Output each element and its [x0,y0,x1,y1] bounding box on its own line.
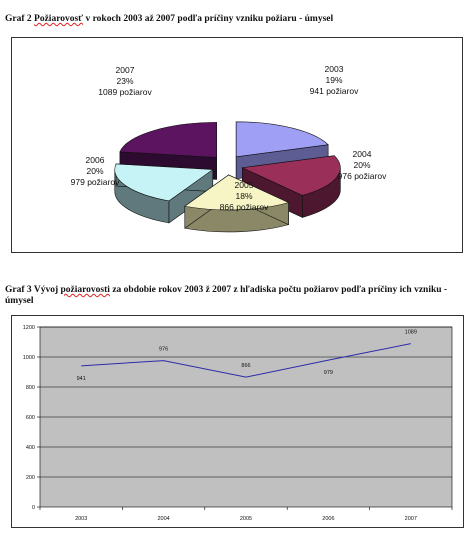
pie-label-2007-year: 2007 [116,65,135,75]
caption1-suffix: v rokoch 2003 až 2007 podľa príčiny vzni… [83,14,334,24]
pie-slice-2006 [114,163,214,202]
data-label-2005: 866 [241,363,250,369]
line-chart: 0 200 400 600 800 1000 1200 2003 2004 2005 2006 200… [23,325,453,522]
data-label-2003: 941 [77,376,86,382]
caption2-suffix: za obdobie rokov 2003 ž 2007 z hľadiska … [5,285,448,306]
data-label-2004: 976 [159,347,168,353]
y-tick-label-1000: 1000 [23,355,35,361]
pie-label-2007-count: 1089 požiarov [98,87,152,97]
pie-label-2003-year: 2003 [325,64,344,74]
pie-slice-2003 [235,121,329,158]
pie-label-2006-percent: 20% [86,166,103,176]
pie-label-2005-year: 2005 [235,180,254,190]
pie-slice-2004 [241,155,341,196]
caption1-prefix: Graf 2 [5,14,35,24]
pie-label-2006-year: 2006 [86,155,105,165]
pie-label-2006-count: 979 požiarov [71,177,120,187]
x-tick-label-2003: 2003 [75,516,87,522]
x-tick-label-2004: 2004 [157,516,169,522]
y-tick-label-600: 600 [26,415,35,421]
pie-label-2004-percent: 20% [353,160,370,170]
y-tick-label-0: 0 [32,505,35,511]
y-tick-label-1200: 1200 [23,325,35,331]
x-tick-label-2007: 2007 [405,516,417,522]
pie-label-2004-year: 2004 [353,149,372,159]
pie-label-2005-count: 866 požiarov [220,202,269,212]
pie-label-2003-count: 941 požiarov [310,86,359,96]
pie-label-2007-percent: 23% [116,76,133,86]
x-tick-label-2006: 2006 [322,516,334,522]
pie-chart-frame: 2003 19% 941 požiarov 2004 20% 976 požiarov 20… [11,37,463,253]
pie-label-2003-percent: 19% [325,75,342,85]
caption2-underlined: požiarovosti [60,285,110,295]
data-label-2007: 1089 [405,330,417,336]
data-label-2006: 979 [324,370,333,376]
series-line [81,343,411,378]
pie-label-2005-percent: 18% [235,191,252,201]
chart2-caption: Graf 3 Vývoj požiarovosti za obdobie rok… [5,285,467,307]
caption1-underlined: Požiarovosť [34,14,84,24]
line-chart-frame: 0 200 400 600 800 1000 1200 2003 2004 2005 2006 200… [11,315,464,528]
y-tick-label-200: 200 [26,475,35,481]
caption2-prefix: Graf 3 Vývoj [5,285,61,295]
pie-label-2004-count: 976 požiarov [338,171,387,181]
x-tick-label-2005: 2005 [240,516,252,522]
pie-slice-2007 [119,122,217,158]
chart1-caption: Graf 2 Požiarovosť v rokoch 2003 až 2007… [5,14,333,25]
y-tick-label-800: 800 [26,385,35,391]
pie-slice-2005 [184,174,290,211]
y-tick-label-400: 400 [26,445,35,451]
